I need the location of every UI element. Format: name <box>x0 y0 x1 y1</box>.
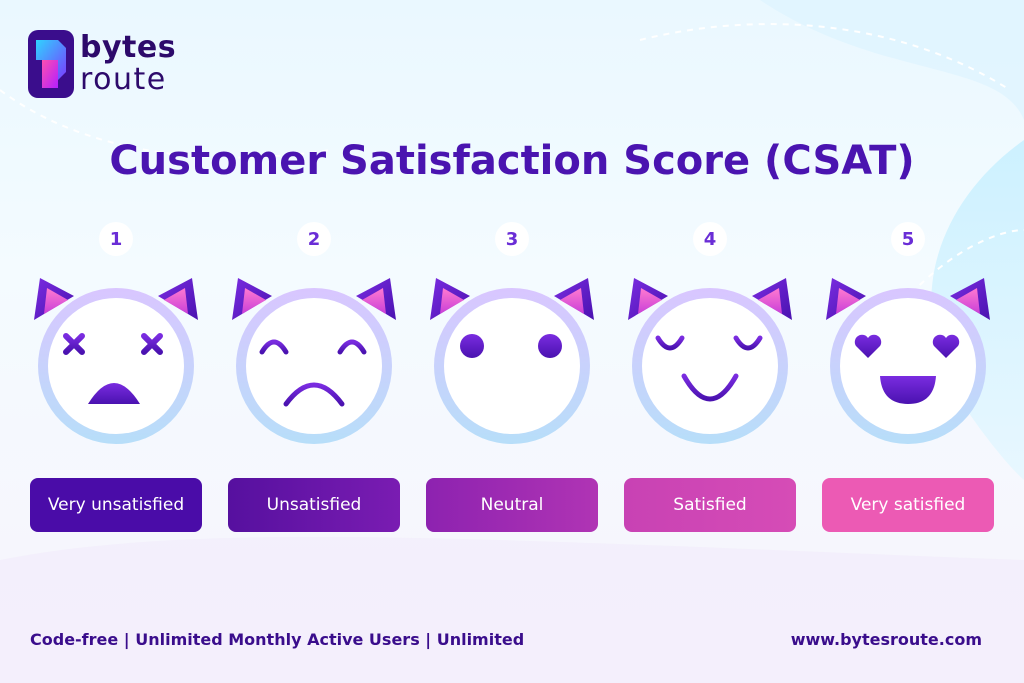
brand-name-line1: bytes <box>80 30 177 65</box>
brand-logo[interactable]: bytes route <box>28 30 176 98</box>
page-title: Customer Satisfaction Score (CSAT) <box>109 138 915 184</box>
label-very-unsatisfied: Very unsatisfied <box>30 478 202 532</box>
heart-eyes-face-icon <box>826 278 990 444</box>
score-number: 3 <box>495 222 529 256</box>
brand-name-line2: route <box>80 62 167 97</box>
footer-tagline: Code-free | Unlimited Monthly Active Use… <box>30 630 525 649</box>
neutral-face-icon <box>430 278 594 444</box>
score-number: 5 <box>891 222 925 256</box>
score-number: 1 <box>99 222 133 256</box>
bytesroute-logo-icon <box>28 30 74 98</box>
score-number: 4 <box>693 222 727 256</box>
website-link[interactable]: www.bytesroute.com <box>790 630 982 649</box>
label-neutral: Neutral <box>426 478 598 532</box>
label-satisfied: Satisfied <box>624 478 796 532</box>
dizzy-face-icon <box>34 278 198 444</box>
content-face-icon <box>628 278 792 444</box>
label-very-satisfied: Very satisfied <box>822 478 994 532</box>
sad-face-icon <box>232 278 396 444</box>
score-number: 2 <box>297 222 331 256</box>
label-unsatisfied: Unsatisfied <box>228 478 400 532</box>
